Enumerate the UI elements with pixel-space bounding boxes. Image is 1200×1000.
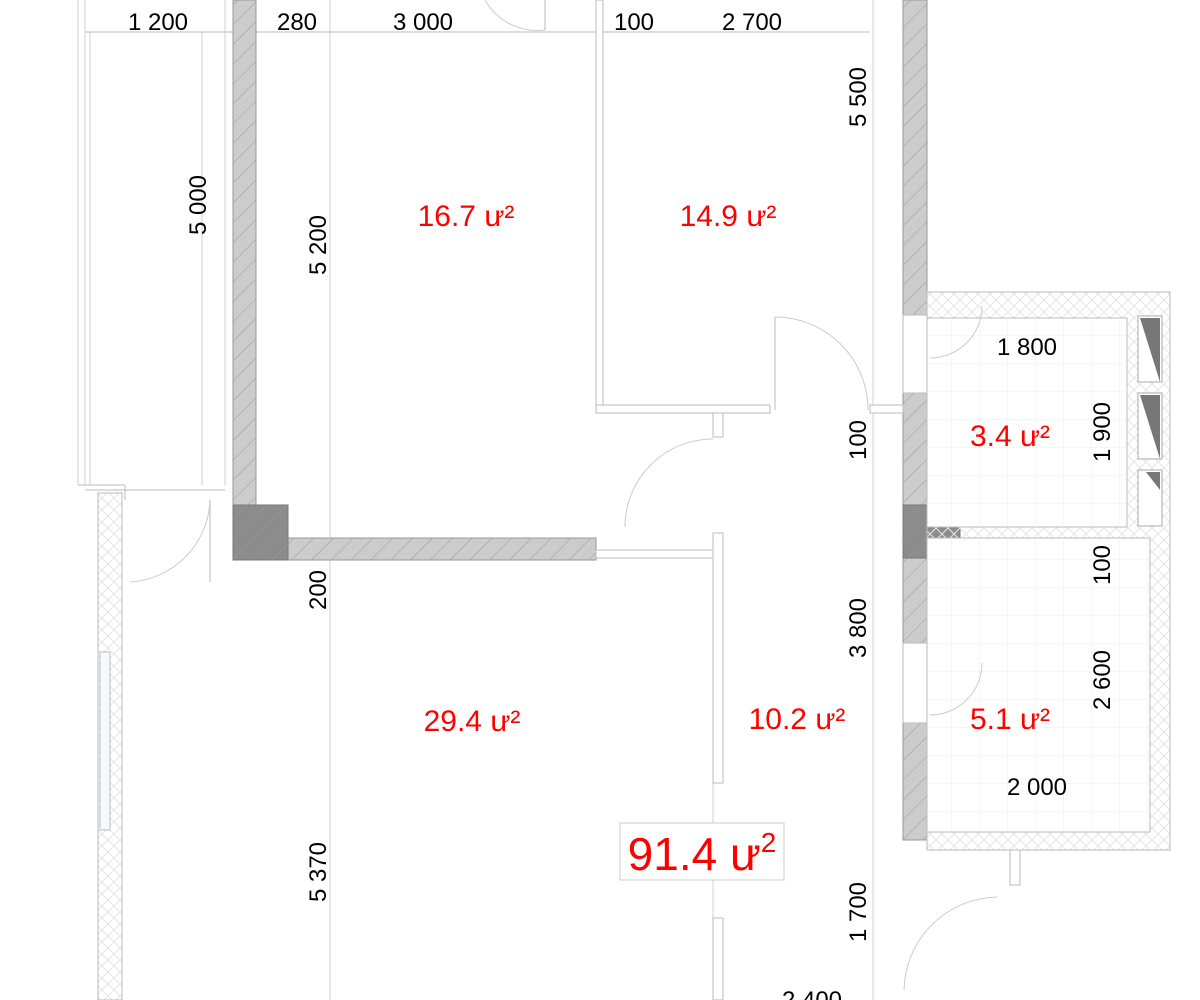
dim-bottom: 2 400 xyxy=(782,987,842,1000)
dim-bath-gap: 100 xyxy=(1089,545,1116,585)
area-wc: 3.4 ư² xyxy=(970,420,1050,453)
dim-wc-width: 1 800 xyxy=(997,334,1057,361)
total-area: 91.4 ư xyxy=(628,828,761,880)
dim-room1-height: 5 200 xyxy=(305,215,332,275)
svg-text:91.4 ư2: 91.4 ư2 xyxy=(628,827,777,880)
area-living-room: 29.4 ư² xyxy=(424,705,521,738)
area-bathroom: 5.1 ư² xyxy=(970,703,1050,736)
dim-bath-height: 2 600 xyxy=(1089,650,1116,710)
dim-wc-height: 1 900 xyxy=(1089,402,1116,462)
dim-top-4: 100 xyxy=(614,9,654,36)
partitions xyxy=(595,0,904,1000)
dim-top-3: 3 000 xyxy=(393,9,453,36)
dim-hall-height: 3 800 xyxy=(845,598,872,658)
walls xyxy=(232,0,961,841)
dim-right-total: 5 500 xyxy=(845,67,872,127)
dim-top-1: 1 200 xyxy=(128,9,188,36)
area-bedroom-2: 14.9 ư² xyxy=(680,200,777,233)
dim-right-gap: 100 xyxy=(845,420,872,460)
bathroom-block xyxy=(902,291,1171,886)
doors xyxy=(484,0,998,991)
area-bedroom-1: 16.7 ư² xyxy=(418,200,515,233)
area-hall: 10.2 ư² xyxy=(749,703,846,736)
dim-bath-width: 2 000 xyxy=(1007,774,1067,801)
dim-top-2: 280 xyxy=(277,9,317,36)
total-area-box: 91.4 ư2 xyxy=(619,822,785,881)
total-area-unit-sup: 2 xyxy=(761,827,777,858)
dim-wall-thickness: 200 xyxy=(305,570,332,610)
dim-top-5: 2 700 xyxy=(722,9,782,36)
dim-hall-lower: 1 700 xyxy=(845,882,872,942)
dim-living-height: 5 370 xyxy=(305,842,332,902)
balcony xyxy=(78,484,225,1000)
dim-balcony-height: 5 000 xyxy=(185,175,212,235)
dimension-lines xyxy=(77,0,874,1000)
